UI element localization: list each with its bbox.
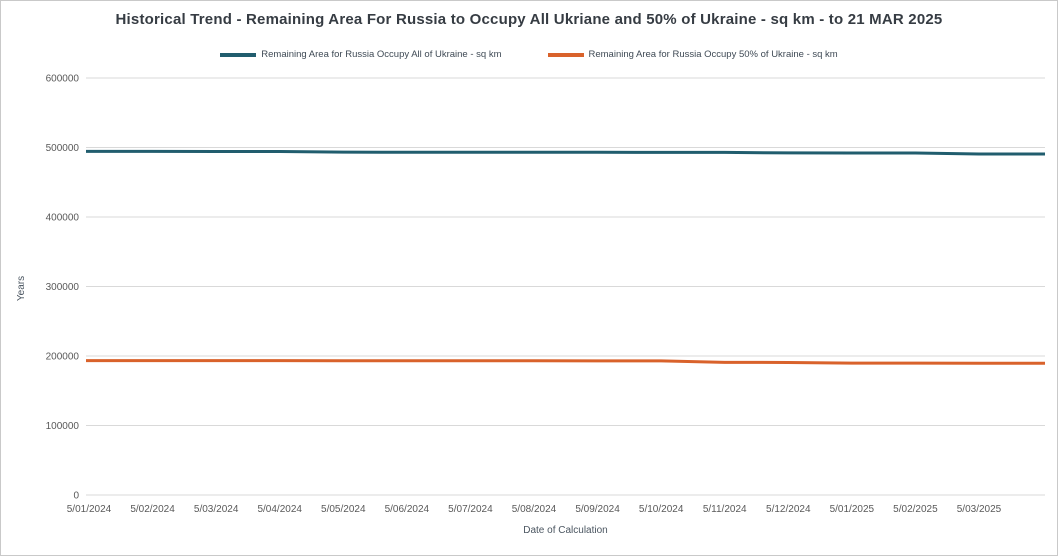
- x-tick-label: 5/12/2024: [766, 504, 811, 515]
- x-tick-label: 5/02/2025: [893, 504, 938, 515]
- x-tick-label: 5/02/2024: [130, 504, 175, 515]
- legend-label-all-ukraine: Remaining Area for Russia Occupy All of …: [261, 49, 502, 60]
- y-tick-label: 500000: [46, 143, 80, 154]
- y-tick-label: 100000: [46, 421, 80, 432]
- x-tick-label: 5/05/2024: [321, 504, 366, 515]
- legend-swatch-all-ukraine: [220, 52, 257, 57]
- x-tick-label: 5/01/2024: [67, 504, 112, 515]
- x-tick-label: 5/03/2025: [957, 504, 1002, 515]
- legend-label-50-ukraine: Remaining Area for Russia Occupy 50% of …: [588, 49, 838, 60]
- y-tick-label: 300000: [46, 282, 80, 293]
- legend-swatch-50-ukraine: [547, 52, 584, 57]
- series-line-0: [86, 149, 1045, 156]
- x-tick-label: 5/09/2024: [575, 504, 620, 515]
- x-tick-label: 5/10/2024: [639, 504, 684, 515]
- legend-item-all-ukraine: Remaining Area for Russia Occupy All of …: [220, 49, 502, 60]
- x-tick-label: 5/07/2024: [448, 504, 493, 515]
- y-tick-label: 400000: [46, 213, 80, 224]
- y-tick-label: 200000: [46, 352, 80, 363]
- x-tick-label: 5/04/2024: [257, 504, 302, 515]
- x-tick-label: 5/08/2024: [512, 504, 557, 515]
- x-axis-title: Date of Calculation: [523, 525, 608, 536]
- y-tick-label: 0: [73, 491, 79, 502]
- x-tick-label: 5/03/2024: [194, 504, 239, 515]
- x-tick-label: 5/06/2024: [385, 504, 430, 515]
- chart-title: Historical Trend - Remaining Area For Ru…: [115, 11, 943, 28]
- legend-item-50-ukraine: Remaining Area for Russia Occupy 50% of …: [547, 49, 838, 60]
- series-line-1: [86, 359, 1045, 365]
- legend: Remaining Area for Russia Occupy All of …: [1, 49, 1057, 60]
- y-axis-title: Years: [16, 275, 28, 302]
- x-tick-label: 5/11/2024: [703, 504, 747, 515]
- x-tick-label: 5/01/2025: [830, 504, 875, 515]
- y-tick-label: 600000: [46, 74, 80, 85]
